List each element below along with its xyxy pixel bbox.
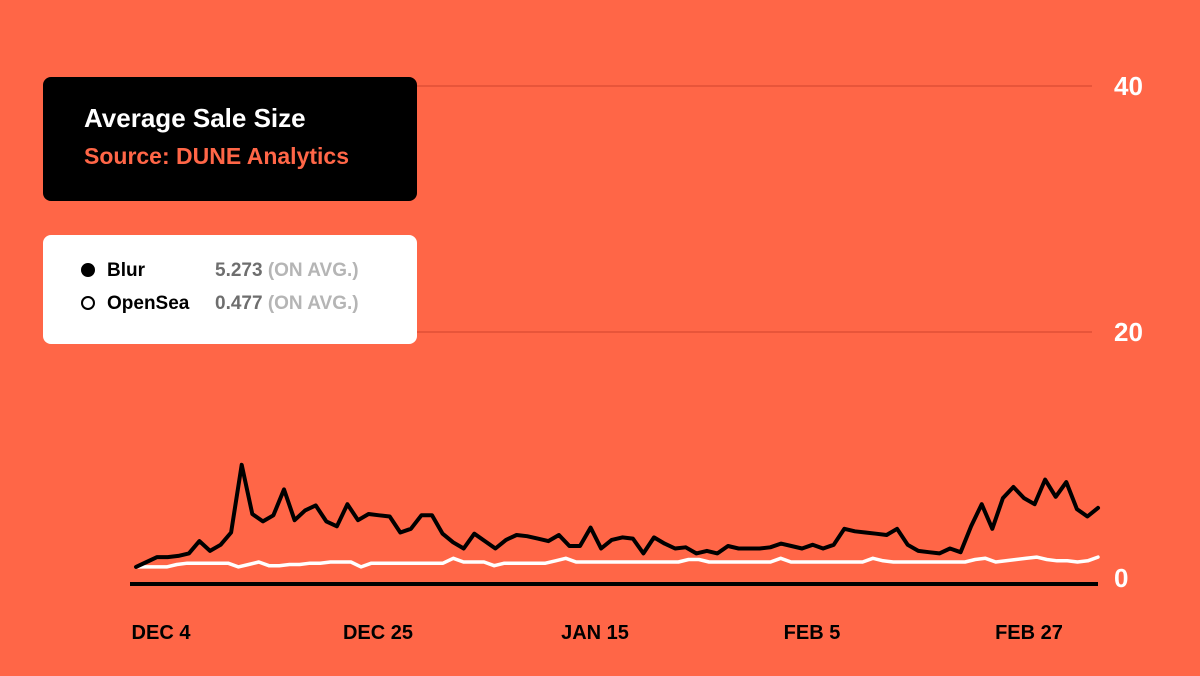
hollow-circle-icon [81, 296, 95, 310]
legend-series-value: 0.477 (ON AVG.) [215, 293, 359, 314]
x-tick-label: FEB 27 [995, 622, 1063, 644]
x-tick-label: DEC 4 [132, 622, 192, 644]
x-tick-label: DEC 25 [343, 622, 413, 644]
legend-series-name: OpenSea [107, 293, 190, 314]
chart-title-box: Average Sale Size Source: DUNE Analytics [43, 77, 417, 201]
series-line-opensea [134, 555, 1100, 569]
y-tick-label: 0 [1114, 563, 1128, 593]
y-tick-label: 20 [1114, 317, 1143, 347]
x-tick-label: JAN 15 [561, 622, 629, 644]
legend-series-name: Blur [107, 260, 145, 281]
chart-title: Average Sale Size [84, 103, 306, 133]
legend-series-value: 5.273 (ON AVG.) [215, 260, 359, 281]
filled-circle-icon [81, 263, 95, 277]
chart-source: Source: DUNE Analytics [84, 143, 349, 169]
x-tick-label: FEB 5 [784, 622, 841, 644]
series-line-blur [134, 462, 1100, 569]
legend: Blur 5.273 (ON AVG.) OpenSea 0.477 (ON A… [43, 235, 417, 344]
y-tick-label: 40 [1114, 71, 1143, 101]
